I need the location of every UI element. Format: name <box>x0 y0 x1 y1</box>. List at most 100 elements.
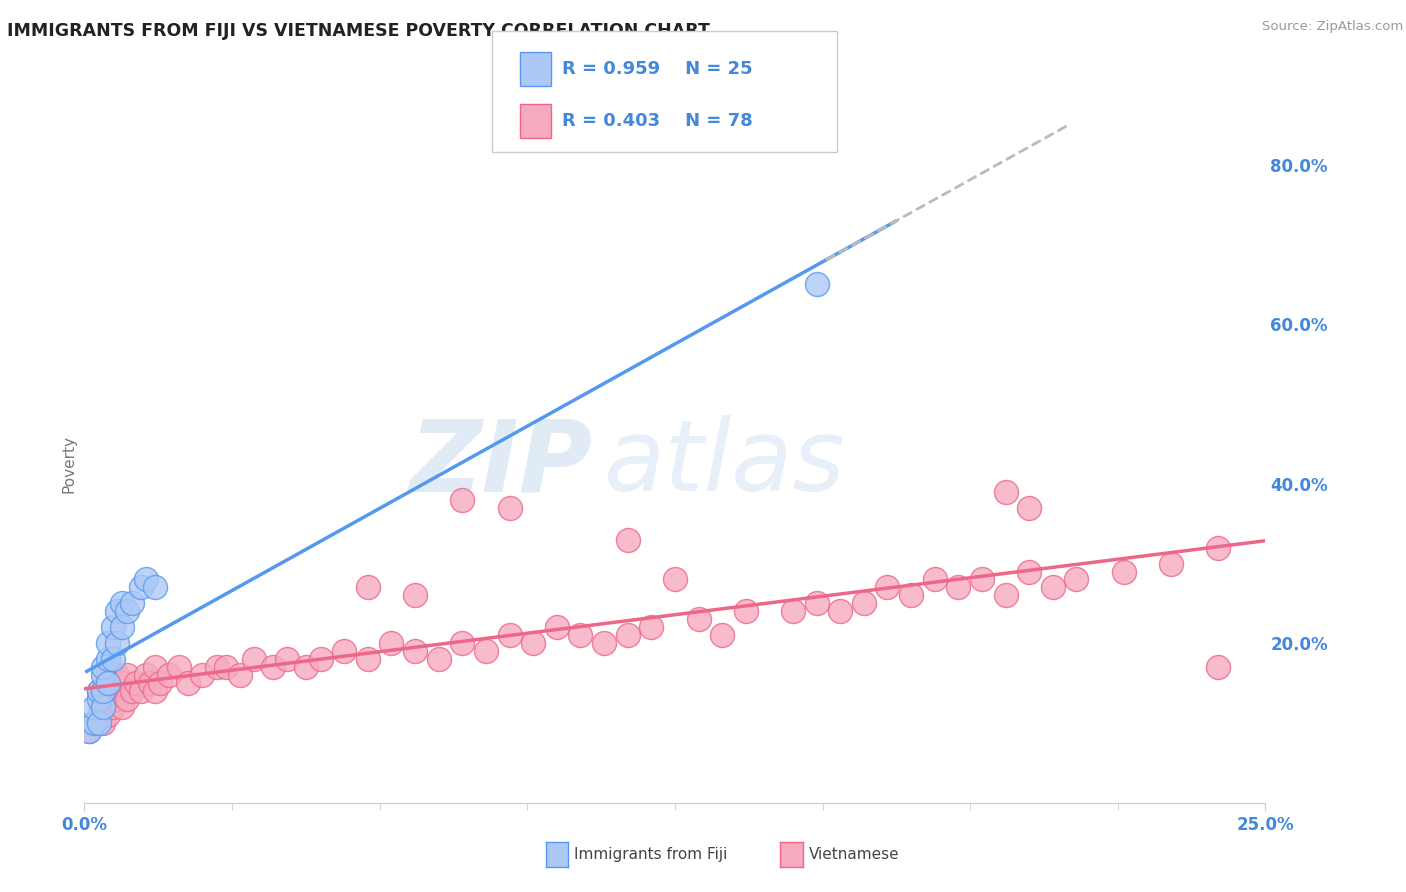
Point <box>616 533 638 547</box>
Point <box>309 652 332 666</box>
Point <box>91 700 114 714</box>
Point <box>876 581 898 595</box>
Point <box>1066 573 1088 587</box>
Text: R = 0.403    N = 78: R = 0.403 N = 78 <box>562 112 754 130</box>
Point <box>111 700 134 714</box>
Point <box>77 724 100 739</box>
Point <box>664 573 686 587</box>
Point <box>357 581 380 595</box>
Point <box>87 708 110 723</box>
Point <box>107 604 129 618</box>
Point <box>107 636 129 650</box>
Point <box>1042 581 1064 595</box>
Point <box>97 684 120 698</box>
Point <box>806 277 828 292</box>
Point <box>522 636 544 650</box>
Point <box>91 660 114 674</box>
Y-axis label: Poverty: Poverty <box>60 434 76 493</box>
Point <box>91 668 114 682</box>
Point <box>83 700 105 714</box>
Point <box>91 684 114 698</box>
Point <box>149 676 172 690</box>
Point <box>924 573 946 587</box>
Point <box>129 684 152 698</box>
Point <box>121 596 143 610</box>
Point <box>994 589 1017 603</box>
Point <box>107 692 129 706</box>
Point <box>91 716 114 731</box>
Point <box>115 604 138 618</box>
Point <box>451 636 474 650</box>
Point <box>205 660 228 674</box>
Point <box>229 668 252 682</box>
Point <box>87 692 110 706</box>
Point <box>900 589 922 603</box>
Point <box>404 589 426 603</box>
Point <box>1112 565 1135 579</box>
Point <box>276 652 298 666</box>
Point <box>87 684 110 698</box>
Point <box>143 660 166 674</box>
Point <box>97 636 120 650</box>
Point <box>688 612 710 626</box>
Point <box>107 668 129 682</box>
Point <box>125 676 148 690</box>
Point <box>295 660 318 674</box>
Point <box>97 708 120 723</box>
Point <box>111 620 134 634</box>
Point <box>404 644 426 658</box>
Point <box>569 628 592 642</box>
Point <box>97 652 120 666</box>
Point <box>830 604 852 618</box>
Point <box>215 660 238 674</box>
Point <box>91 692 114 706</box>
Point <box>734 604 756 618</box>
Point <box>357 652 380 666</box>
Text: atlas: atlas <box>605 416 845 512</box>
Text: IMMIGRANTS FROM FIJI VS VIETNAMESE POVERTY CORRELATION CHART: IMMIGRANTS FROM FIJI VS VIETNAMESE POVER… <box>7 22 710 40</box>
Point <box>546 620 568 634</box>
Point <box>1160 557 1182 571</box>
Point <box>994 484 1017 499</box>
Point <box>1018 565 1040 579</box>
Point <box>135 668 157 682</box>
Point <box>143 581 166 595</box>
Point <box>427 652 450 666</box>
Point <box>139 676 162 690</box>
Text: R = 0.959    N = 25: R = 0.959 N = 25 <box>562 60 754 78</box>
Text: Immigrants from Fiji: Immigrants from Fiji <box>574 847 727 862</box>
Point <box>177 676 200 690</box>
Point <box>97 676 120 690</box>
Point <box>111 676 134 690</box>
Point <box>593 636 616 650</box>
Point <box>115 668 138 682</box>
Point <box>640 620 662 634</box>
Point <box>87 684 110 698</box>
Point <box>115 692 138 706</box>
Point <box>121 684 143 698</box>
Point <box>1018 500 1040 515</box>
Point <box>243 652 266 666</box>
Point <box>475 644 498 658</box>
Point <box>143 684 166 698</box>
Point <box>970 573 993 587</box>
Point <box>157 668 180 682</box>
Point <box>1206 660 1229 674</box>
Point <box>191 668 214 682</box>
Point <box>333 644 356 658</box>
Point <box>83 716 105 731</box>
Point <box>83 716 105 731</box>
Point <box>101 620 124 634</box>
Point <box>87 716 110 731</box>
Point <box>1206 541 1229 555</box>
Point <box>262 660 284 674</box>
Point <box>806 596 828 610</box>
Point <box>135 573 157 587</box>
Point <box>101 700 124 714</box>
Point <box>782 604 804 618</box>
Point <box>97 668 120 682</box>
Point <box>852 596 875 610</box>
Point <box>498 500 520 515</box>
Point <box>380 636 402 650</box>
Text: Vietnamese: Vietnamese <box>808 847 898 862</box>
